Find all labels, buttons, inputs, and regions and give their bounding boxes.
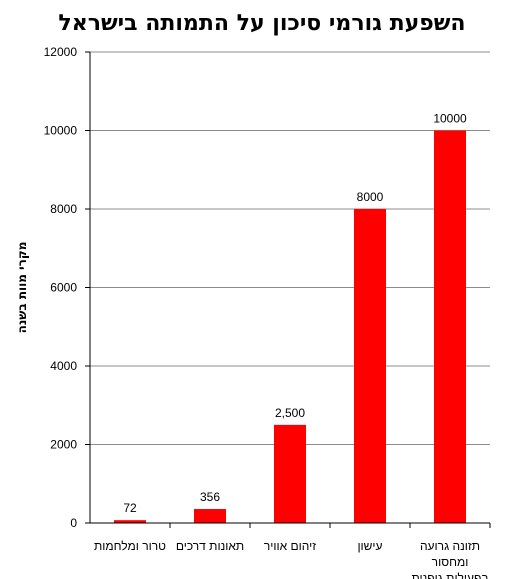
y-tick-label: 8000 xyxy=(50,202,77,216)
data-label: 2,500 xyxy=(275,406,305,420)
bar xyxy=(114,520,146,523)
bar xyxy=(274,424,306,523)
x-tick-label: תזונה גרועה xyxy=(420,539,480,553)
x-tick-label: ומחסור xyxy=(432,555,469,569)
y-tick-label: 12000 xyxy=(44,45,78,59)
y-axis-ticks: 0 2000 4000 6000 8000 10000 12000 xyxy=(44,45,90,530)
x-tick-label: בפעילות גופנית xyxy=(411,571,488,579)
x-tick-label: עישון xyxy=(357,539,382,553)
bar xyxy=(194,509,226,523)
y-tick-label: 6000 xyxy=(50,281,77,295)
x-tick-label: תאונות דרכים xyxy=(176,539,244,553)
y-tick-label: 2000 xyxy=(50,438,77,452)
x-tick-label: טרור ומלחמות xyxy=(94,539,166,553)
y-tick-label: 0 xyxy=(70,516,77,530)
y-tick-label: 10000 xyxy=(44,124,78,138)
bars xyxy=(114,130,466,523)
data-label: 8000 xyxy=(357,190,384,204)
data-label: 356 xyxy=(200,490,220,504)
bar xyxy=(354,209,386,523)
x-axis-ticks: טרור ומלחמות תאונות דרכים זיהום אוויר עישון… xyxy=(94,523,491,579)
gridlines xyxy=(90,51,490,445)
y-tick-label: 4000 xyxy=(50,359,77,373)
y-axis-label: מקרי מוות בשנה xyxy=(15,242,29,334)
x-tick-label: זיהום אוויר xyxy=(264,539,316,553)
data-labels: 72 356 2,500 8000 10000 xyxy=(123,112,467,516)
data-label: 72 xyxy=(123,501,137,515)
data-label: 10000 xyxy=(433,112,467,126)
bar xyxy=(434,130,466,523)
chart-title: השפעת גורמי סיכון על התמותה בישראל xyxy=(58,11,465,36)
